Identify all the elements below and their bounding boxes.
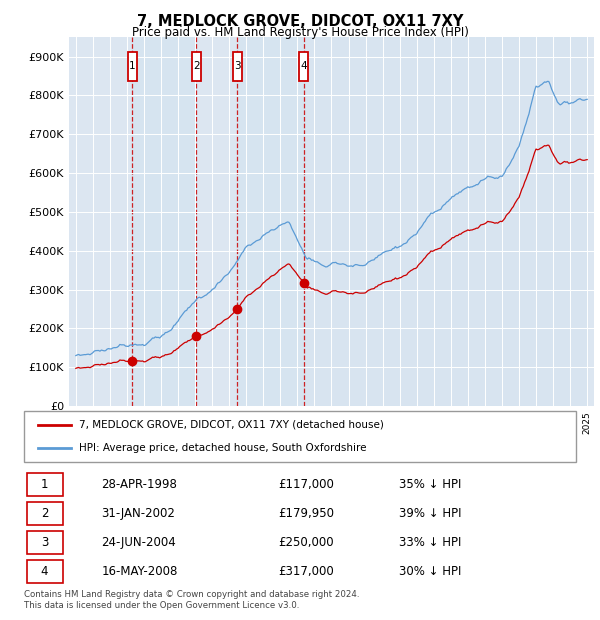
Text: Price paid vs. HM Land Registry's House Price Index (HPI): Price paid vs. HM Land Registry's House … [131,26,469,39]
FancyBboxPatch shape [192,51,201,81]
FancyBboxPatch shape [27,502,62,525]
Text: 33% ↓ HPI: 33% ↓ HPI [400,536,462,549]
Text: HPI: Average price, detached house, South Oxfordshire: HPI: Average price, detached house, Sout… [79,443,367,453]
FancyBboxPatch shape [233,51,242,81]
Text: 30% ↓ HPI: 30% ↓ HPI [400,565,462,578]
Text: 4: 4 [301,61,307,71]
Text: 3: 3 [234,61,241,71]
FancyBboxPatch shape [27,531,62,554]
Text: 31-JAN-2002: 31-JAN-2002 [101,507,175,520]
FancyBboxPatch shape [24,411,576,462]
Text: £317,000: £317,000 [278,565,334,578]
Text: Contains HM Land Registry data © Crown copyright and database right 2024.
This d: Contains HM Land Registry data © Crown c… [24,590,359,609]
Bar [238,37,304,406]
Text: 1: 1 [41,478,48,491]
Text: 3: 3 [41,536,48,549]
Text: 16-MAY-2008: 16-MAY-2008 [101,565,178,578]
Text: 2: 2 [193,61,200,71]
Text: 35% ↓ HPI: 35% ↓ HPI [400,478,462,491]
Text: £117,000: £117,000 [278,478,334,491]
Text: 39% ↓ HPI: 39% ↓ HPI [400,507,462,520]
Text: 1: 1 [129,61,136,71]
Bar [133,37,196,406]
Text: 4: 4 [41,565,48,578]
FancyBboxPatch shape [128,51,137,81]
Text: 7, MEDLOCK GROVE, DIDCOT, OX11 7XY: 7, MEDLOCK GROVE, DIDCOT, OX11 7XY [137,14,463,29]
Text: 7, MEDLOCK GROVE, DIDCOT, OX11 7XY (detached house): 7, MEDLOCK GROVE, DIDCOT, OX11 7XY (deta… [79,420,384,430]
FancyBboxPatch shape [299,51,308,81]
Text: 28-APR-1998: 28-APR-1998 [101,478,177,491]
FancyBboxPatch shape [27,473,62,496]
Text: £179,950: £179,950 [278,507,334,520]
Text: 24-JUN-2004: 24-JUN-2004 [101,536,176,549]
Bar [304,37,587,406]
FancyBboxPatch shape [27,560,62,583]
Text: £250,000: £250,000 [278,536,334,549]
Text: 2: 2 [41,507,48,520]
